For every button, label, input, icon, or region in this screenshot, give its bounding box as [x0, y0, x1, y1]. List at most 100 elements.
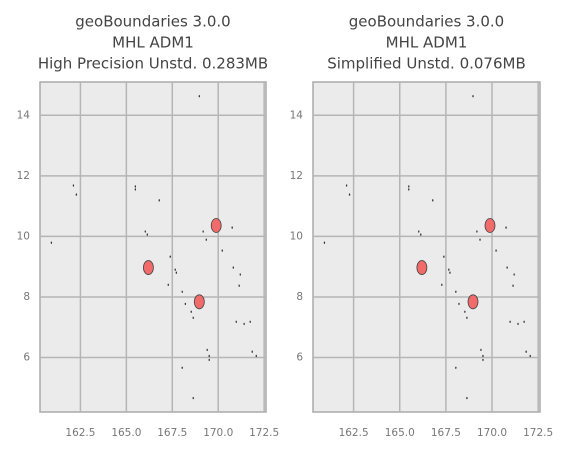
island — [517, 322, 519, 326]
island — [184, 302, 187, 306]
island — [208, 358, 210, 362]
y-tick-label: 10 — [17, 230, 30, 242]
island — [208, 354, 210, 358]
island — [231, 226, 233, 229]
island — [432, 199, 434, 202]
chart-title: MHL ADM1 — [386, 34, 468, 52]
region — [210, 218, 222, 233]
island — [466, 316, 468, 320]
island — [455, 290, 457, 294]
chart-title: Simplified Unstd. 0.076MB — [327, 55, 526, 73]
chart-title: geoBoundaries 3.0.0 — [75, 13, 230, 31]
x-tick-label: 170.0 — [203, 427, 233, 439]
island — [512, 284, 514, 287]
y-tick-label: 8 — [296, 291, 303, 303]
island — [523, 320, 525, 323]
island — [449, 271, 451, 274]
island — [190, 310, 192, 313]
island — [243, 322, 245, 326]
island — [529, 354, 531, 358]
island — [464, 310, 466, 313]
island — [175, 271, 178, 274]
island — [72, 184, 75, 187]
island — [167, 283, 169, 287]
island — [506, 266, 508, 269]
island — [169, 255, 171, 258]
island — [181, 366, 183, 369]
island — [505, 226, 507, 229]
y-tick-label: 14 — [17, 109, 31, 121]
x-tick-label: 167.5 — [157, 427, 187, 439]
y-tick-label: 6 — [23, 352, 30, 364]
x-tick-label: 162.5 — [65, 427, 95, 439]
island — [525, 350, 527, 353]
island — [238, 284, 240, 287]
y-tick-label: 6 — [296, 352, 303, 364]
island — [479, 238, 481, 241]
island — [418, 230, 420, 233]
island — [513, 273, 515, 276]
island — [509, 320, 511, 323]
y-tick-label: 12 — [17, 170, 30, 182]
island — [408, 188, 410, 191]
island — [174, 268, 176, 271]
island — [455, 366, 457, 369]
x-tick-label: 165.0 — [385, 427, 415, 439]
island — [443, 255, 445, 258]
island — [495, 249, 497, 252]
island — [345, 184, 348, 187]
island — [158, 199, 160, 202]
island — [146, 233, 149, 236]
x-tick-label: 167.5 — [431, 427, 461, 439]
island — [441, 283, 443, 287]
island — [255, 354, 257, 358]
island — [181, 290, 183, 294]
island — [323, 241, 326, 244]
region — [416, 260, 428, 275]
chart-title: MHL ADM1 — [112, 34, 194, 52]
y-tick-label: 10 — [290, 230, 303, 242]
region — [193, 294, 205, 310]
y-tick-label: 8 — [23, 291, 30, 303]
x-tick-label: 172.5 — [249, 427, 279, 439]
island — [198, 95, 201, 98]
island — [448, 268, 450, 271]
island — [192, 316, 194, 320]
x-tick-label: 165.0 — [111, 427, 141, 439]
region — [467, 294, 479, 310]
region — [484, 218, 496, 233]
island — [251, 350, 253, 353]
island — [348, 193, 351, 196]
region — [143, 260, 154, 275]
island — [458, 302, 460, 306]
island — [205, 238, 207, 241]
island — [249, 320, 251, 323]
plot-area — [39, 81, 267, 413]
island — [420, 233, 422, 236]
plot-area — [312, 81, 541, 413]
island — [134, 185, 137, 188]
x-tick-label: 172.5 — [523, 427, 553, 439]
island — [134, 188, 137, 191]
x-tick-label: 162.5 — [339, 427, 369, 439]
island — [232, 266, 234, 269]
island — [192, 396, 194, 400]
island — [480, 348, 482, 352]
island — [482, 354, 484, 358]
y-tick-label: 12 — [290, 170, 303, 182]
island — [202, 230, 204, 233]
island — [75, 193, 78, 196]
island — [476, 230, 478, 233]
chart-title: geoBoundaries 3.0.0 — [349, 13, 504, 31]
y-tick-label: 14 — [290, 109, 304, 121]
island — [206, 348, 208, 352]
island — [235, 320, 237, 323]
island — [50, 241, 53, 244]
island — [144, 230, 146, 233]
chart-title: High Precision Unstd. 0.283MB — [38, 55, 268, 73]
island — [466, 396, 468, 400]
island — [408, 185, 410, 188]
island — [472, 95, 474, 98]
island — [239, 273, 241, 276]
